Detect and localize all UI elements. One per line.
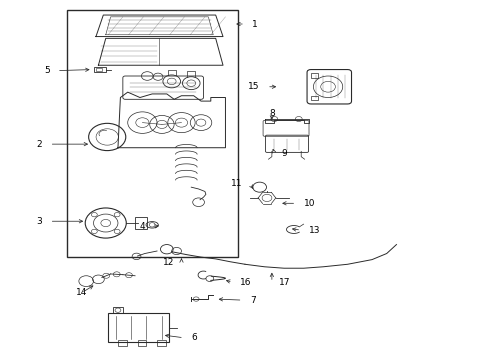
Text: 16: 16 bbox=[240, 278, 251, 287]
Text: 15: 15 bbox=[248, 82, 260, 91]
Text: 9: 9 bbox=[282, 149, 288, 158]
Text: 5: 5 bbox=[44, 66, 49, 75]
Bar bbox=[113, 307, 123, 314]
Text: 4: 4 bbox=[139, 222, 145, 231]
Bar bbox=[311, 96, 318, 100]
Bar bbox=[108, 314, 169, 342]
Bar bbox=[118, 340, 127, 346]
Bar bbox=[96, 68, 102, 71]
Bar bbox=[135, 217, 147, 229]
Bar bbox=[94, 67, 106, 72]
Text: 2: 2 bbox=[37, 140, 42, 149]
Text: 11: 11 bbox=[231, 179, 243, 188]
Text: 1: 1 bbox=[252, 19, 258, 28]
Text: 6: 6 bbox=[191, 333, 197, 342]
Bar bbox=[157, 340, 166, 346]
Text: 12: 12 bbox=[163, 258, 174, 267]
Text: 10: 10 bbox=[304, 199, 315, 208]
Text: 14: 14 bbox=[75, 288, 87, 297]
Text: 13: 13 bbox=[309, 226, 320, 235]
Bar bbox=[311, 73, 318, 78]
Bar bbox=[138, 340, 147, 346]
Text: 3: 3 bbox=[36, 217, 42, 226]
Text: 7: 7 bbox=[250, 296, 256, 305]
Text: 8: 8 bbox=[269, 109, 275, 118]
Text: 17: 17 bbox=[279, 278, 291, 287]
Bar bbox=[67, 10, 238, 257]
